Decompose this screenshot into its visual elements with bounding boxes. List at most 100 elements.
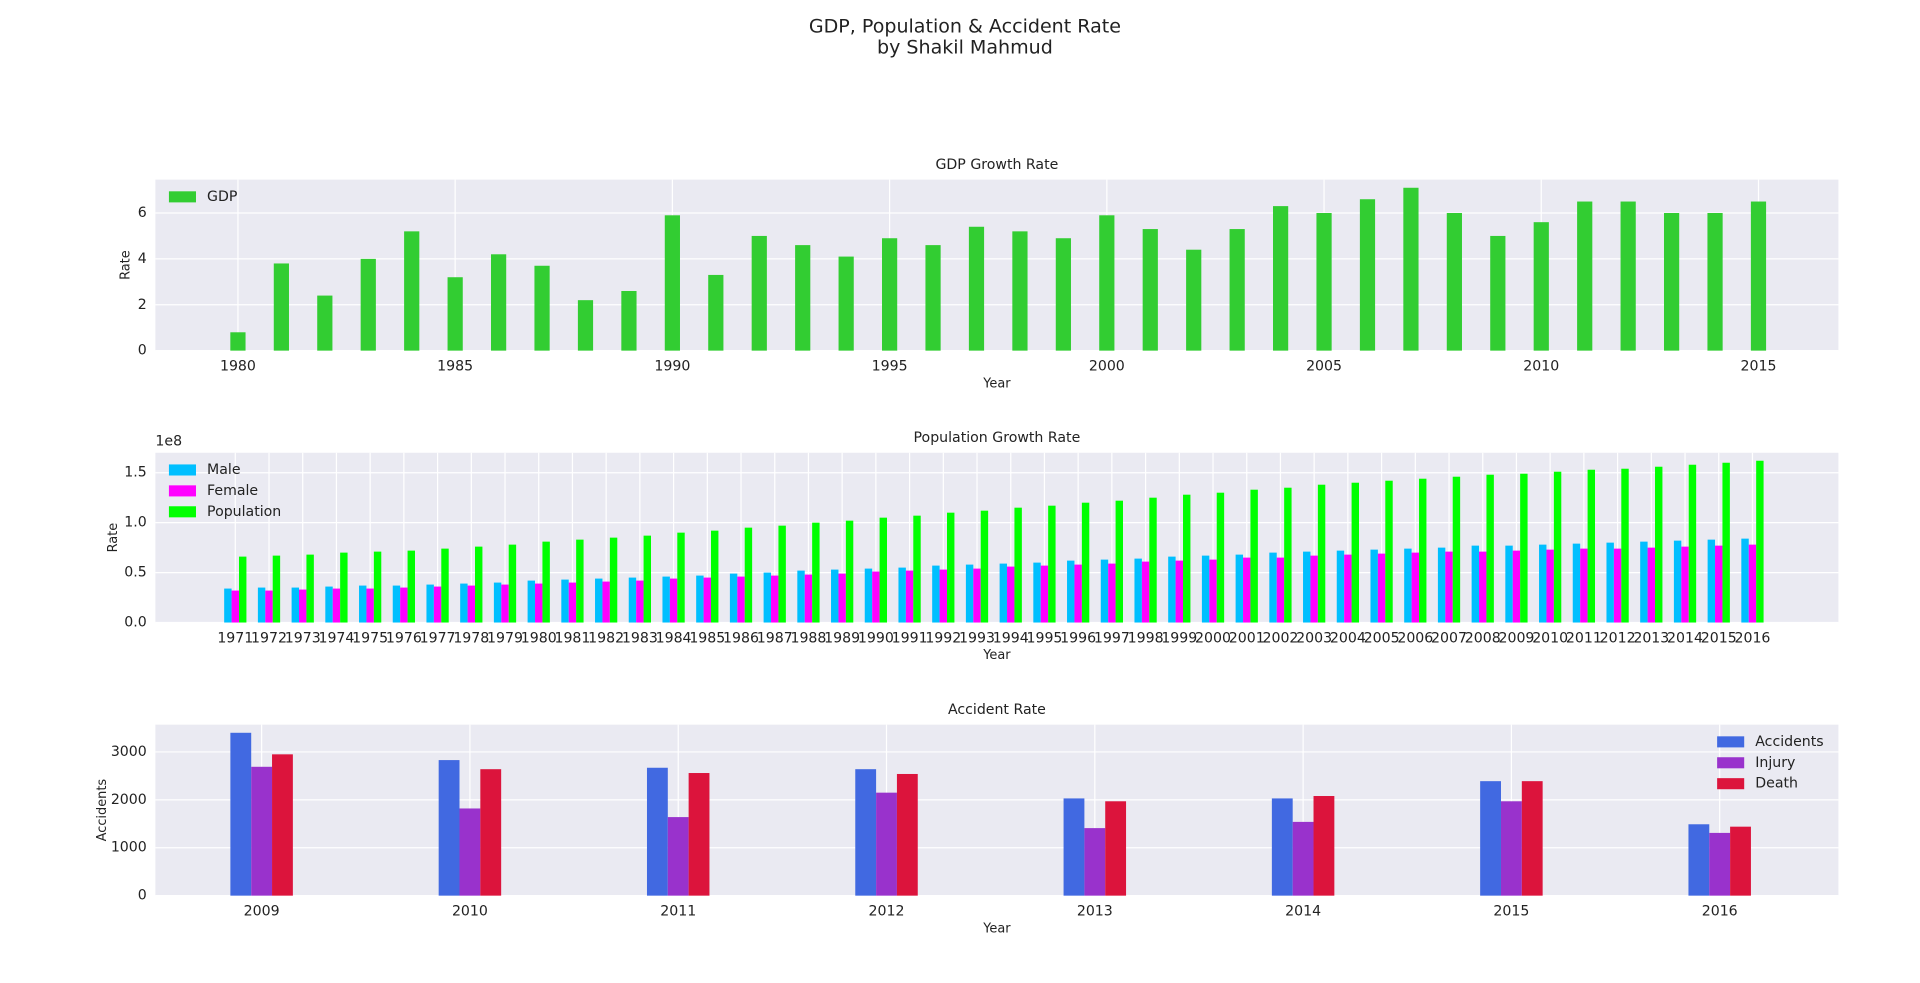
x-tick-label: 2004	[1330, 631, 1366, 647]
bar	[508, 544, 517, 623]
x-tick-label: 1973	[285, 631, 321, 647]
bar	[332, 588, 341, 623]
x-tick-label: 1982	[588, 631, 624, 647]
bar	[1033, 562, 1041, 623]
x-tick-label: 1978	[453, 631, 489, 647]
bar	[925, 245, 941, 351]
x-tick-label: 1980	[521, 631, 557, 647]
bar	[1505, 545, 1513, 623]
bar	[1688, 824, 1710, 896]
bar	[947, 512, 955, 623]
bar	[1081, 502, 1090, 623]
bar	[1580, 548, 1588, 623]
bar	[1175, 560, 1184, 623]
x-tick-label: 2014	[1285, 904, 1321, 920]
bar	[1040, 565, 1049, 623]
bar	[1688, 464, 1697, 623]
x-tick-label: 2016	[1734, 631, 1770, 647]
bar	[1606, 542, 1614, 623]
bar	[1411, 552, 1420, 623]
bar	[812, 522, 820, 623]
bar	[438, 760, 460, 896]
bar	[744, 527, 753, 623]
x-axis-label: Year	[982, 921, 1011, 936]
legend-label: Male	[207, 462, 240, 478]
bar	[1404, 548, 1412, 623]
x-tick-label: 2010	[1523, 359, 1559, 375]
x-tick-label: 2012	[1600, 631, 1636, 647]
bar	[646, 767, 668, 896]
bar	[1707, 212, 1723, 351]
bar	[272, 555, 281, 623]
bar	[1730, 826, 1751, 896]
legend-swatch	[1717, 778, 1745, 790]
bar	[1546, 549, 1554, 623]
bar	[1385, 480, 1393, 623]
bar	[400, 587, 408, 623]
bar	[1715, 545, 1723, 623]
bar	[1750, 201, 1767, 351]
bar	[1722, 462, 1730, 623]
bar	[1756, 460, 1764, 623]
bar	[407, 550, 415, 623]
x-tick-label: 2002	[1262, 631, 1298, 647]
bar	[1014, 507, 1022, 623]
y-axis-label: Accidents	[95, 779, 110, 842]
bar	[595, 578, 603, 623]
y-tick-label: 0	[138, 343, 147, 359]
x-tick-label: 2007	[1431, 631, 1467, 647]
bar	[1480, 781, 1501, 896]
y-tick-label: 2000	[111, 792, 147, 808]
bar	[1445, 551, 1453, 623]
figure-title: GDP, Population & Accident Rate	[809, 16, 1121, 38]
x-tick-label: 1987	[757, 631, 793, 647]
bar	[1500, 801, 1522, 896]
bar	[447, 277, 463, 351]
bar	[1533, 222, 1549, 351]
bar	[1183, 494, 1191, 623]
bar	[1490, 235, 1506, 351]
x-tick-label: 1983	[622, 631, 658, 647]
bar	[1250, 489, 1258, 623]
bar	[602, 581, 610, 623]
legend-label: Population	[207, 504, 281, 520]
x-tick-label: 1977	[420, 631, 456, 647]
bar	[845, 520, 854, 623]
x-tick-label: 1995	[1026, 631, 1062, 647]
y-tick-label: 0.0	[124, 615, 146, 631]
chart-title: Accident Rate	[948, 702, 1046, 718]
x-tick-label: 2000	[1195, 631, 1231, 647]
bar	[1336, 550, 1345, 623]
bar	[939, 569, 948, 623]
x-tick-label: 2010	[1532, 631, 1568, 647]
bar	[1269, 552, 1277, 623]
bar	[230, 332, 246, 351]
bar	[1741, 538, 1749, 623]
x-tick-label: 2009	[1498, 631, 1534, 647]
x-tick-label: 2008	[1465, 631, 1501, 647]
bar	[965, 564, 974, 623]
bar	[291, 587, 300, 623]
bar	[1539, 544, 1547, 623]
bar	[231, 590, 240, 623]
x-tick-label: 1998	[1128, 631, 1164, 647]
bar	[1663, 212, 1680, 351]
x-tick-label: 1994	[993, 631, 1029, 647]
chart-title: GDP Growth Rate	[935, 157, 1058, 173]
legend-label: Death	[1755, 776, 1798, 792]
bar	[273, 263, 289, 351]
bar	[1553, 471, 1562, 623]
x-axis-label: Year	[982, 376, 1011, 391]
bar	[257, 587, 266, 623]
bar	[1673, 540, 1682, 623]
bar	[1007, 566, 1015, 623]
bar	[980, 510, 989, 623]
bar	[667, 817, 689, 896]
x-tick-label: 1989	[824, 631, 860, 647]
bar	[576, 539, 584, 623]
bar	[855, 769, 877, 896]
x-tick-label: 1996	[1060, 631, 1096, 647]
bar	[1640, 541, 1648, 623]
x-tick-label: 2011	[660, 904, 696, 920]
